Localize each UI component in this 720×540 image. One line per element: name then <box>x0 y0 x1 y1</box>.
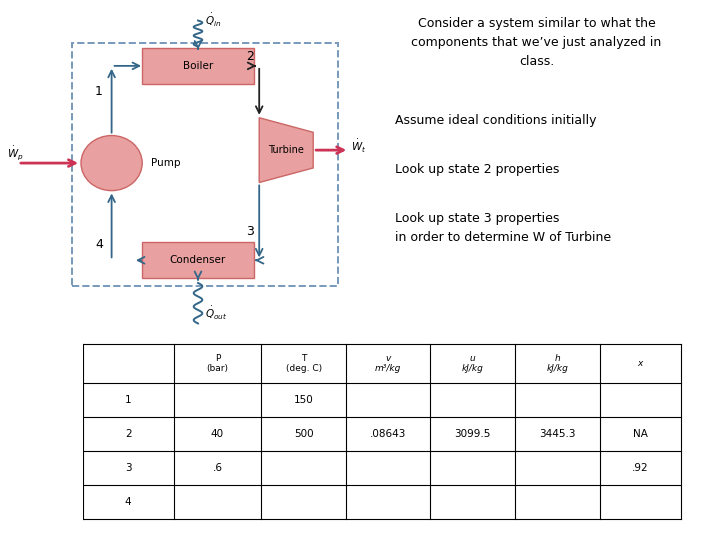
Text: Look up state 2 properties: Look up state 2 properties <box>395 163 559 176</box>
Text: $\dot{W}_t$: $\dot{W}_t$ <box>351 138 366 156</box>
Text: 4: 4 <box>125 497 132 507</box>
Text: 3: 3 <box>125 463 132 473</box>
Text: 3099.5: 3099.5 <box>454 429 491 439</box>
Text: 40: 40 <box>211 429 224 439</box>
Text: NA: NA <box>633 429 648 439</box>
FancyBboxPatch shape <box>142 242 253 278</box>
Text: x: x <box>638 359 643 368</box>
Text: Assume ideal conditions initially: Assume ideal conditions initially <box>395 114 597 127</box>
Bar <box>72 43 338 286</box>
FancyBboxPatch shape <box>142 48 253 84</box>
Text: 1: 1 <box>95 85 103 98</box>
Text: Consider a system similar to what the
components that we’ve just analyzed in
cla: Consider a system similar to what the co… <box>411 17 662 68</box>
Text: .6: .6 <box>212 463 222 473</box>
Text: u
kJ/kg: u kJ/kg <box>462 354 484 373</box>
Text: Pump: Pump <box>151 158 181 168</box>
Text: 500: 500 <box>294 429 313 439</box>
Text: Boiler: Boiler <box>183 61 213 71</box>
Text: 3: 3 <box>246 225 254 238</box>
Text: Turbine: Turbine <box>269 145 304 155</box>
Text: 150: 150 <box>294 395 313 405</box>
Text: $\dot{Q}_{out}$: $\dot{Q}_{out}$ <box>205 306 228 322</box>
Circle shape <box>81 136 142 191</box>
Text: $\dot{W}_p$: $\dot{W}_p$ <box>7 145 24 162</box>
Text: 4: 4 <box>95 238 103 251</box>
Polygon shape <box>259 118 313 183</box>
Text: $\dot{Q}_{in}$: $\dot{Q}_{in}$ <box>205 12 222 29</box>
Text: 1: 1 <box>125 395 132 405</box>
Text: 2: 2 <box>246 50 254 63</box>
Text: P
(bar): P (bar) <box>207 354 228 373</box>
Text: Look up state 3 properties
in order to determine W of Turbine: Look up state 3 properties in order to d… <box>395 212 611 244</box>
Text: .92: .92 <box>632 463 649 473</box>
Text: 3445.3: 3445.3 <box>539 429 575 439</box>
Text: Condenser: Condenser <box>170 255 226 265</box>
Text: v
m³/kg: v m³/kg <box>375 354 401 373</box>
Text: .08643: .08643 <box>370 429 406 439</box>
Text: h
kJ/kg: h kJ/kg <box>546 354 568 373</box>
Text: T
(deg. C): T (deg. C) <box>286 354 322 373</box>
Text: 2: 2 <box>125 429 132 439</box>
